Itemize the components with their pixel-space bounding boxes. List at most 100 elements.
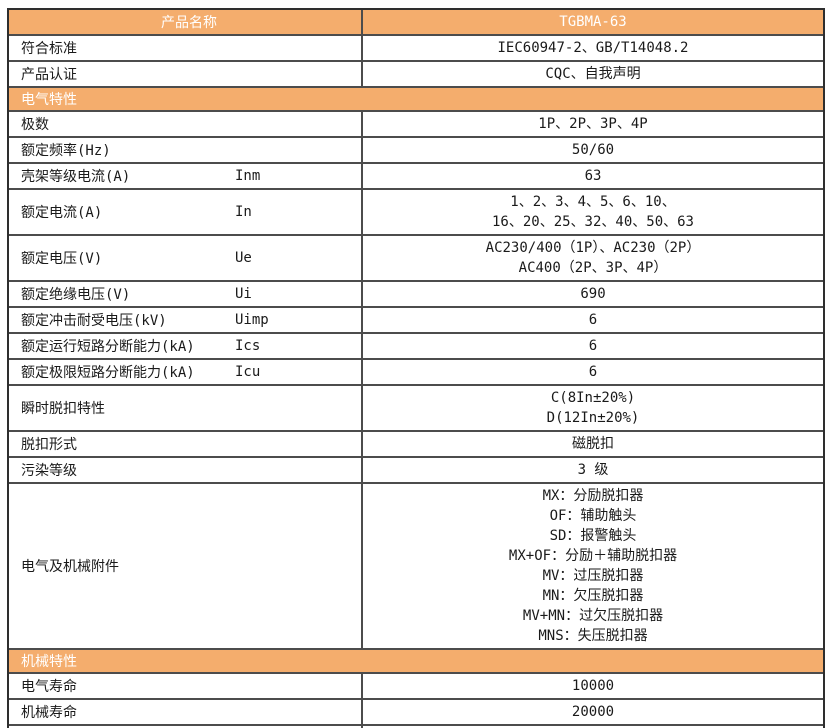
spec-symbol: In [235, 204, 252, 220]
spec-label: 机械寿命 [21, 705, 77, 721]
table-row: 符合标准 IEC60947-2、GB/T14048.2 [9, 36, 823, 62]
table-row: 额定运行短路分断能力(kA) Ics 6 [9, 334, 823, 360]
spec-value-cell: IEC60947-2、GB/T14048.2 [363, 36, 823, 60]
spec-label: 瞬时脱扣特性 [21, 401, 105, 417]
table-body: 符合标准 IEC60947-2、GB/T14048.2 产品认证 CQC、自我声明电气… [9, 36, 823, 728]
table-row: 电气寿命 10000 [9, 674, 823, 700]
spec-label-cell: 电气及机械附件 [9, 484, 363, 648]
spec-value-line: C(8In±20%) [550, 390, 636, 406]
spec-value-cell: 690 [363, 282, 823, 306]
table-row: 额定极限短路分断能力(kA) Icu 6 [9, 360, 823, 386]
spec-value-cell: 10000 [363, 674, 823, 698]
spec-value-cell: C(8In±20%) D(12In±20%) [363, 386, 823, 430]
spec-value-line: 50/60 [571, 142, 615, 158]
table-row: 壳架等级电流(A) Inm 63 [9, 164, 823, 190]
spec-label-cell: 防护等级 [9, 726, 363, 728]
spec-value-line: 6 [588, 312, 598, 328]
spec-value-line: IEC60947-2、GB/T14048.2 [497, 40, 689, 56]
spec-label: 额定绝缘电压(V) [21, 287, 131, 303]
spec-value-cell: 1、2、3、4、5、6、10、 16、20、25、32、40、50、63 [363, 190, 823, 234]
spec-value-cell: 1P、2P、3P、4P [363, 112, 823, 136]
spec-value-cell: MX：分励脱扣器 OF：辅助触头 SD：报警触头 MX+OF：分励＋辅助脱扣器 MV：过… [363, 484, 823, 648]
section-header-row: 电气特性 [9, 88, 823, 112]
spec-label: 额定运行短路分断能力(kA) [21, 339, 195, 355]
spec-value-line: 1P、2P、3P、4P [538, 116, 648, 132]
table-row: 额定绝缘电压(V) Ui 690 [9, 282, 823, 308]
table-row: 额定电流(A) In 1、2、3、4、5、6、10、 16、20、25、32、40、5… [9, 190, 823, 236]
spec-value-line: 6 [588, 364, 598, 380]
table-row: 极数 1P、2P、3P、4P [9, 112, 823, 138]
table-row: 机械寿命 20000 [9, 700, 823, 726]
spec-label: 电气寿命 [21, 679, 77, 695]
section-header-row: 机械特性 [9, 650, 823, 674]
spec-value-line: AC400（2P、3P、4P） [518, 260, 668, 276]
table-row: 产品认证 CQC、自我声明 [9, 62, 823, 88]
table-row: 脱扣形式 磁脱扣 [9, 432, 823, 458]
spec-value-line: 6 [588, 338, 598, 354]
spec-symbol: Inm [235, 168, 261, 184]
spec-symbol: Uimp [235, 312, 269, 328]
spec-label: 产品认证 [21, 67, 77, 83]
spec-value-cell: 6 [363, 334, 823, 358]
spec-label-cell: 额定电流(A) In [9, 190, 363, 234]
table-row: 污染等级 3 级 [9, 458, 823, 484]
table-header-row: 产品名称 TGBMA-63 [9, 10, 823, 36]
spec-label: 电气及机械附件 [21, 559, 119, 575]
spec-label: 符合标准 [21, 41, 77, 57]
spec-label-cell: 污染等级 [9, 458, 363, 482]
spec-label-cell: 瞬时脱扣特性 [9, 386, 363, 430]
spec-value-line: 63 [584, 168, 602, 184]
header-product-name-cell: 产品名称 [9, 10, 363, 34]
spec-label-cell: 极数 [9, 112, 363, 136]
spec-value-cell: 6 [363, 360, 823, 384]
spec-label-cell: 产品认证 [9, 62, 363, 86]
table-row: 瞬时脱扣特性 C(8In±20%) D(12In±20%) [9, 386, 823, 432]
spec-label: 额定电压(V) [21, 251, 103, 267]
spec-label-cell: 符合标准 [9, 36, 363, 60]
spec-value-cell: 6 [363, 308, 823, 332]
spec-symbol: Ue [235, 250, 252, 266]
spec-value-line: 690 [580, 286, 606, 302]
spec-label: 额定极限短路分断能力(kA) [21, 365, 195, 381]
spec-value-line: SD：报警触头 [549, 528, 637, 544]
table-row: 电气及机械附件 MX：分励脱扣器 OF：辅助触头 SD：报警触头 MX+OF：分励＋辅助… [9, 484, 823, 650]
spec-value-line: OF：辅助触头 [549, 508, 637, 524]
spec-label: 额定电流(A) [21, 205, 103, 221]
spec-value-line: MNS：失压脱扣器 [538, 628, 648, 644]
spec-label-cell: 额定频率(Hz) [9, 138, 363, 162]
spec-symbol: Icu [235, 364, 261, 380]
spec-value-cell: CQC、自我声明 [363, 62, 823, 86]
spec-value-line: AC230/400（1P）、AC230（2P） [485, 240, 701, 256]
spec-value-cell: AC230/400（1P）、AC230（2P） AC400（2P、3P、4P） [363, 236, 823, 280]
spec-value-line: MV：过压脱扣器 [542, 568, 644, 584]
spec-value-line: MX+OF：分励＋辅助脱扣器 [508, 548, 678, 564]
header-product-model-cell: TGBMA-63 [559, 14, 627, 30]
section-title: 电气特性 [21, 92, 77, 108]
spec-label-cell: 额定运行短路分断能力(kA) Ics [9, 334, 363, 358]
section-title: 机械特性 [21, 654, 77, 670]
spec-label: 额定冲击耐受电压(kV) [21, 313, 167, 329]
spec-value-cell: 3 级 [363, 458, 823, 482]
spec-value-cell: 20000 [363, 700, 823, 724]
product-spec-table: 产品名称 TGBMA-63 符合标准 IEC60947-2、GB/T14048.2… [7, 8, 825, 728]
spec-label-cell: 额定冲击耐受电压(kV) Uimp [9, 308, 363, 332]
spec-value-cell: 磁脱扣 [363, 432, 823, 456]
spec-value-line: 1、2、3、4、5、6、10、 [510, 194, 676, 210]
table-row: 额定冲击耐受电压(kV) Uimp 6 [9, 308, 823, 334]
spec-label-cell: 机械寿命 [9, 700, 363, 724]
spec-value-line: D(12In±20%) [546, 410, 640, 426]
spec-label-cell: 额定极限短路分断能力(kA) Icu [9, 360, 363, 384]
spec-value-line: MV+MN：过欠压脱扣器 [522, 608, 664, 624]
spec-symbol: Ui [235, 286, 252, 302]
spec-value-line: 16、20、25、32、40、50、63 [491, 214, 694, 230]
spec-value-line: MN：欠压脱扣器 [542, 588, 644, 604]
table-row: 防护等级IP20 [9, 726, 823, 728]
spec-value-line: 10000 [571, 678, 615, 694]
spec-value-line: MX：分励脱扣器 [542, 488, 644, 504]
spec-label-cell: 额定电压(V) Ue [9, 236, 363, 280]
spec-value-cell: 50/60 [363, 138, 823, 162]
spec-value-line: 3 级 [577, 462, 609, 478]
spec-label-cell: 电气寿命 [9, 674, 363, 698]
spec-label-cell: 壳架等级电流(A) Inm [9, 164, 363, 188]
spec-value-line: 20000 [571, 704, 615, 720]
